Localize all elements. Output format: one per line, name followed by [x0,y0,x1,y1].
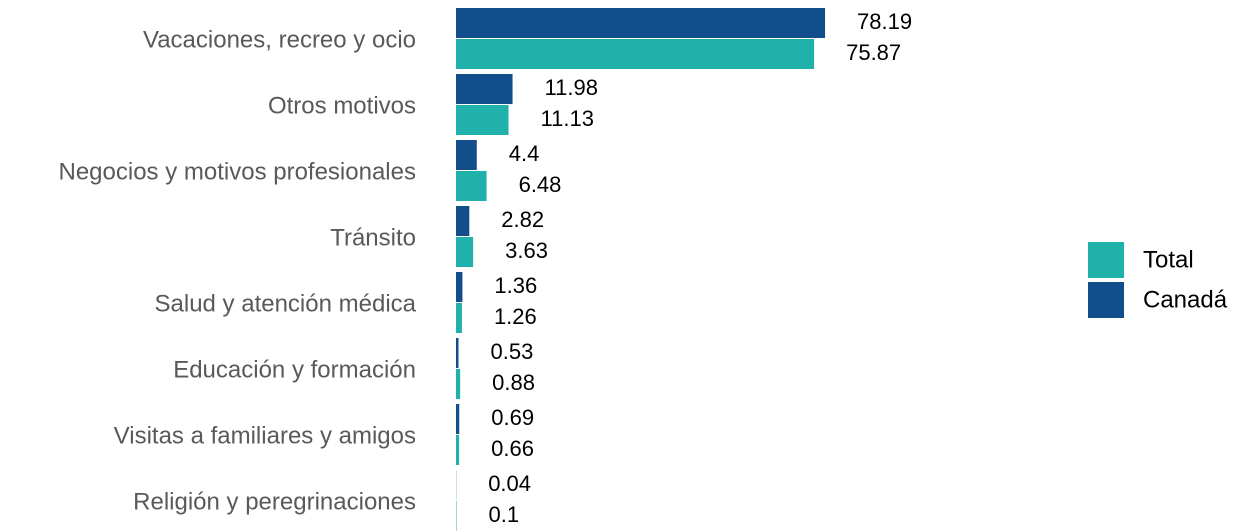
category-label: Vacaciones, recreo y ocio [143,26,416,53]
bar [456,237,474,267]
category-label: Visitas a familiares y amigos [114,422,416,449]
category-label: Otros motivos [268,92,416,119]
legend-label: Canadá [1143,286,1228,313]
value-label: 78.19 [857,9,912,34]
value-label: 6.48 [519,172,562,197]
bar [456,404,460,434]
bar [456,105,509,135]
value-label: 1.26 [494,304,537,329]
legend-swatch [1088,282,1124,318]
category-label: Religión y peregrinaciones [133,488,416,515]
value-label: 11.98 [545,75,598,100]
bar [456,369,461,399]
category-label: Salud y atención médica [155,290,417,317]
category-label: Educación y formación [173,356,416,383]
value-label: 3.63 [505,238,548,263]
value-label: 2.82 [501,207,544,232]
bar [456,206,470,236]
legend-swatch [1088,242,1124,278]
bar [456,272,463,302]
category-label: Negocios y motivos profesionales [58,158,416,185]
legend-label: Total [1143,246,1194,273]
bar [456,338,459,368]
bar [456,8,826,38]
value-label: 0.88 [492,370,535,395]
category-label: Tránsito [330,224,416,251]
value-label: 0.1 [488,502,519,527]
value-label: 0.69 [491,405,534,430]
bar [456,39,815,69]
bar [456,74,513,104]
value-label: 75.87 [846,40,901,65]
bar [456,435,460,465]
value-label: 0.66 [491,436,534,461]
value-label: 0.53 [491,339,534,364]
value-label: 11.13 [541,106,594,131]
value-label: 0.04 [488,471,531,496]
bar [456,140,477,170]
bar [456,303,462,333]
value-label: 4.4 [509,141,540,166]
value-label: 1.36 [494,273,537,298]
bar [456,171,487,201]
